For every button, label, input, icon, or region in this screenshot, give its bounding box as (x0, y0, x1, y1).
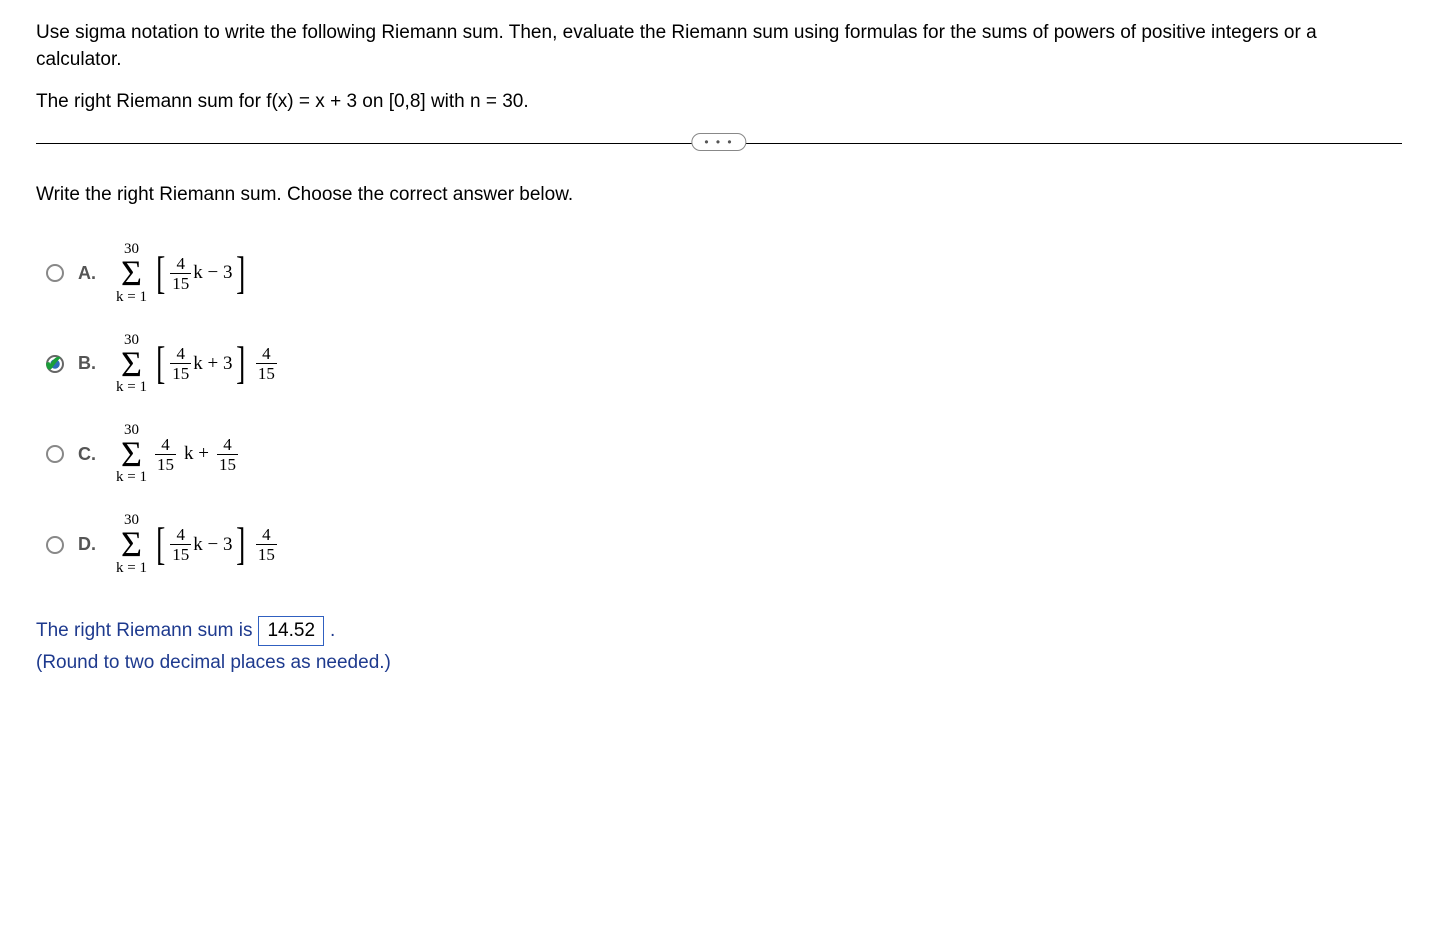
option-c-label: C. (78, 444, 102, 465)
answer-suffix: . (330, 620, 335, 642)
radio-a[interactable] (46, 264, 64, 282)
sigma-lower: k = 1 (116, 470, 147, 485)
frac-num: 4 (175, 255, 188, 272)
radio-c[interactable] (46, 445, 64, 463)
frac-num: 4 (260, 345, 273, 362)
option-a[interactable]: A. 30 Σ k = 1 [ 4 15 k − 3 ] (46, 242, 1402, 304)
right-bracket-icon: ] (236, 345, 245, 382)
option-c[interactable]: C. 30 Σ k = 1 4 15 k + 4 15 (46, 423, 1402, 485)
frac-num: 4 (159, 436, 172, 453)
radio-b[interactable]: ✔ (46, 355, 64, 373)
frac-den: 15 (256, 365, 277, 382)
sigma-lower: k = 1 (116, 290, 147, 305)
left-bracket-icon: [ (156, 255, 165, 292)
sigma-icon: Σ (121, 438, 142, 470)
answer-prefix: The right Riemann sum is (36, 620, 252, 642)
option-b-math: 30 Σ k = 1 [ 4 15 k + 3 ] 4 15 (116, 333, 279, 395)
left-bracket-icon: [ (156, 345, 165, 382)
sigma-lower: k = 1 (116, 380, 147, 395)
check-icon: ✔ (44, 351, 62, 377)
option-a-math: 30 Σ k = 1 [ 4 15 k − 3 ] (116, 242, 248, 304)
option-d[interactable]: D. 30 Σ k = 1 [ 4 15 k − 3 ] 4 15 (46, 513, 1402, 575)
answer-section: The right Riemann sum is 14.52 . (Round … (36, 616, 1402, 674)
answer-note: (Round to two decimal places as needed.) (36, 652, 1402, 674)
sigma-icon: Σ (121, 257, 142, 289)
frac-den: 15 (170, 365, 191, 382)
right-bracket-icon: ] (236, 526, 245, 563)
radio-d[interactable] (46, 536, 64, 554)
expand-pill[interactable]: • • • (691, 133, 746, 151)
frac-num: 4 (175, 345, 188, 362)
frac-den: 15 (170, 546, 191, 563)
frac-num: 4 (175, 526, 188, 543)
left-bracket-icon: [ (156, 526, 165, 563)
answer-input[interactable]: 14.52 (258, 616, 324, 646)
prompt-text: Write the right Riemann sum. Choose the … (36, 184, 1402, 206)
inner-expr: k + 3 (193, 353, 232, 375)
frac-num: 4 (221, 436, 234, 453)
option-d-math: 30 Σ k = 1 [ 4 15 k − 3 ] 4 15 (116, 513, 279, 575)
option-a-label: A. (78, 263, 102, 284)
inner-expr: k − 3 (193, 262, 232, 284)
question-intro: Use sigma notation to write the followin… (36, 20, 1402, 73)
frac-den: 15 (155, 456, 176, 473)
sigma-icon: Σ (121, 528, 142, 560)
inner-expr: k + (184, 443, 209, 465)
option-c-math: 30 Σ k = 1 4 15 k + 4 15 (116, 423, 240, 485)
right-bracket-icon: ] (236, 255, 245, 292)
options-group: A. 30 Σ k = 1 [ 4 15 k − 3 ] ✔ B. (46, 242, 1402, 576)
option-b-label: B. (78, 353, 102, 374)
sigma-icon: Σ (121, 348, 142, 380)
sigma-lower: k = 1 (116, 561, 147, 576)
frac-den: 15 (170, 275, 191, 292)
question-detail: The right Riemann sum for f(x) = x + 3 o… (36, 91, 1402, 113)
frac-den: 15 (256, 546, 277, 563)
inner-expr: k − 3 (193, 534, 232, 556)
divider: • • • (36, 143, 1402, 144)
frac-num: 4 (260, 526, 273, 543)
option-d-label: D. (78, 534, 102, 555)
option-b[interactable]: ✔ B. 30 Σ k = 1 [ 4 15 k + 3 ] 4 (46, 333, 1402, 395)
frac-den: 15 (217, 456, 238, 473)
